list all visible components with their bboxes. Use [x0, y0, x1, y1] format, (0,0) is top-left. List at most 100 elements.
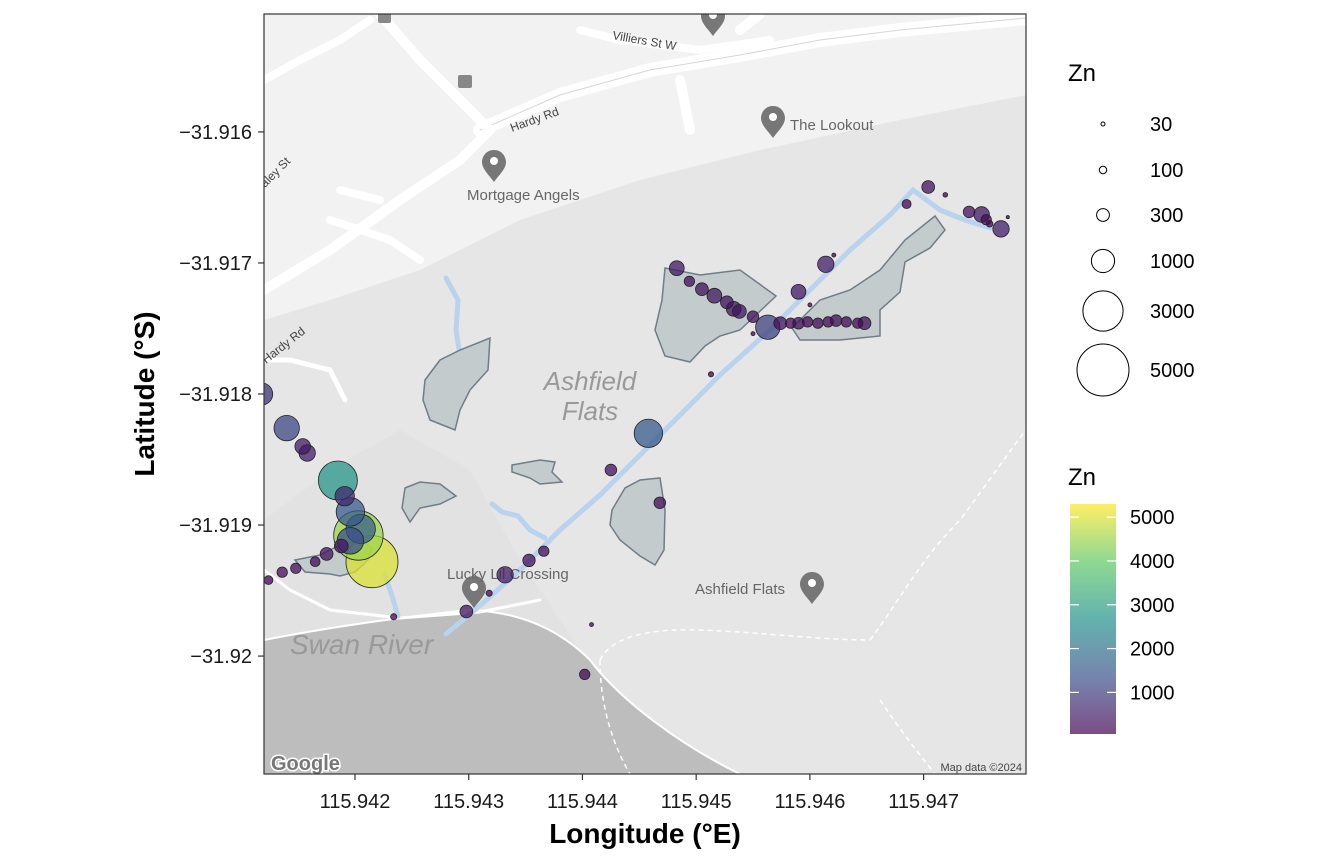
data-point [840, 316, 852, 328]
data-point [333, 538, 349, 554]
data-point [319, 547, 334, 561]
data-point [962, 205, 976, 219]
y-axis-title: Latitude (°S) [129, 311, 160, 476]
roads [264, 14, 1026, 620]
x-tick-label: 115.945 [661, 791, 732, 813]
size-legend-key [1096, 208, 1110, 222]
data-point [1005, 215, 1010, 220]
size-legend-key [1082, 290, 1124, 332]
google-logo: Google [271, 753, 340, 775]
data-point [496, 566, 514, 584]
data-point [589, 622, 594, 627]
data-point [276, 566, 288, 578]
footpaths [599, 429, 1026, 774]
data-point [807, 302, 813, 308]
data-point [273, 414, 300, 442]
y-tick-label: −31.92 [190, 646, 252, 668]
size-legend-label: 1000 [1150, 251, 1195, 273]
size-legend-title: Zn [1068, 60, 1096, 87]
place-label-mortgage: Mortgage Angels [467, 187, 580, 204]
bus-stop-icon [458, 75, 472, 88]
data-point [264, 382, 274, 406]
data-point [653, 496, 667, 510]
x-axis: 115.942 115.943 115.944 115.945 115.946 115.9… [320, 774, 959, 813]
data-point [695, 282, 709, 297]
data-point [309, 556, 321, 567]
data-point [985, 219, 994, 228]
color-legend-label: 1000 [1130, 682, 1175, 704]
data-point [604, 463, 618, 477]
data-point [334, 486, 355, 507]
y-tick-label: −31.918 [179, 384, 252, 406]
color-legend-label: 5000 [1130, 507, 1175, 529]
data-point [538, 545, 550, 557]
size-legend-key [1076, 343, 1130, 397]
data-point [831, 252, 837, 258]
data-point [817, 255, 835, 273]
data-point [852, 317, 864, 329]
y-tick-label: −31.919 [179, 515, 252, 537]
size-legend-key [1098, 165, 1108, 175]
data-point [992, 220, 1010, 238]
data-point [746, 310, 760, 323]
data-point [708, 371, 715, 378]
data-point [264, 575, 274, 585]
data-point [921, 180, 935, 194]
size-legend-label: 3000 [1150, 301, 1195, 323]
data-point [390, 613, 398, 621]
points-layer [264, 180, 1010, 681]
data-point [522, 553, 536, 568]
data-point [683, 275, 696, 287]
size-legend-label: 300 [1150, 205, 1183, 227]
x-axis-title: Longitude (°E) [549, 818, 741, 849]
ponds [293, 214, 946, 577]
data-point [750, 331, 756, 337]
basemap: Villiers St W Hardy Rd Hardy Rd aley St … [264, 14, 1026, 775]
x-tick-label: 115.946 [775, 791, 846, 813]
area-label-line2: Flats [562, 396, 618, 426]
size-legend-label: 30 [1150, 114, 1172, 136]
color-legend-label: 2000 [1130, 639, 1175, 661]
river-label: Swan River [290, 629, 435, 660]
data-point [784, 317, 797, 329]
river-bank [264, 608, 741, 774]
color-legend-title: Zn [1068, 464, 1096, 491]
data-point [732, 304, 747, 319]
data-point [290, 562, 302, 574]
color-legend: 1000 2000 3000 4000 5000 [1070, 507, 1175, 704]
place-label-flats: Ashfield Flats [695, 581, 785, 598]
y-axis: −31.916 −31.917 −31.918 −31.919 −31.92 [179, 122, 264, 668]
data-point [790, 283, 807, 300]
size-legend-label: 100 [1150, 160, 1183, 182]
data-point [901, 199, 912, 209]
y-tick-label: −31.917 [179, 253, 252, 275]
data-point [633, 418, 664, 448]
river-area [264, 610, 740, 774]
size-legend: 30 100 300 1000 3000 5000 [1076, 114, 1195, 397]
data-point [942, 192, 948, 198]
data-point [485, 589, 493, 597]
data-point [706, 287, 723, 304]
color-bar [1070, 504, 1116, 734]
bus-stop-icon [378, 14, 391, 23]
data-point [294, 438, 311, 455]
x-tick-label: 115.943 [433, 791, 504, 813]
data-point [773, 316, 788, 331]
x-tick-label: 115.947 [888, 791, 959, 813]
area-label-line1: Ashfield [542, 366, 638, 396]
data-point [579, 668, 591, 681]
data-point [822, 316, 834, 328]
map-attribution: Map data ©2024 [941, 762, 1023, 774]
data-point [668, 260, 685, 277]
place-label-lookout: The Lookout [790, 117, 874, 134]
x-tick-label: 115.944 [547, 791, 618, 813]
x-tick-label: 115.942 [320, 791, 391, 813]
y-tick-label: −31.916 [179, 122, 252, 144]
size-legend-key [1100, 121, 1106, 127]
color-legend-label: 3000 [1130, 595, 1175, 617]
size-legend-label: 5000 [1150, 360, 1195, 382]
data-point [812, 317, 824, 329]
color-legend-label: 4000 [1130, 551, 1175, 573]
data-point [720, 295, 734, 310]
